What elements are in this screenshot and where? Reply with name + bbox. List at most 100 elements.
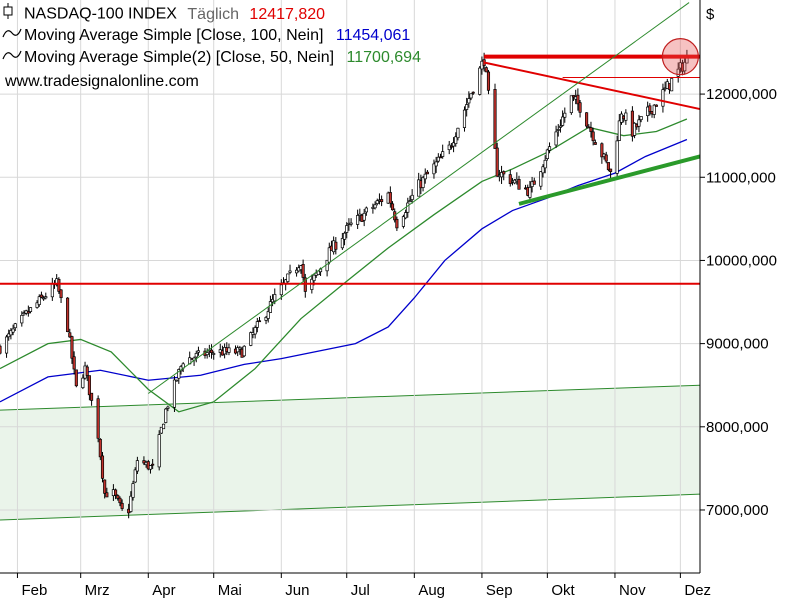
candle-body (266, 311, 270, 319)
candle-body (39, 294, 43, 298)
candle-body (517, 179, 521, 190)
candle-body (495, 147, 499, 177)
candle-body (44, 296, 48, 299)
y-tick-label: 7000,000 (706, 502, 769, 519)
candle-body (395, 218, 399, 229)
candle-body (532, 180, 536, 185)
candle-body (617, 120, 621, 141)
candle-body (556, 129, 560, 131)
candle-body (118, 497, 122, 504)
candle-body (380, 199, 384, 203)
candle-body (268, 301, 272, 313)
candle-body (196, 350, 200, 353)
candle-body (264, 317, 268, 321)
wave-icon (2, 47, 24, 69)
channel-lower-line (0, 493, 701, 521)
legend-instrument-row: NASDAQ-100 INDEX Täglich 12417,820 (2, 3, 421, 25)
candle-body (561, 116, 565, 126)
candle-body (236, 347, 240, 353)
candle-body (98, 438, 102, 458)
candle-body (253, 327, 257, 335)
candle-body (441, 151, 445, 157)
candle-body (114, 489, 118, 496)
x-tick-label: Apr (152, 582, 175, 599)
candle-body (356, 215, 360, 225)
candle-body (133, 469, 137, 483)
candle-body (279, 284, 283, 296)
candle-body (569, 95, 573, 114)
candle-body (438, 156, 443, 159)
y-tick-label: 9000,000 (706, 336, 769, 353)
candle-body (11, 328, 15, 333)
candlesticks (0, 49, 689, 519)
candle-body (591, 131, 595, 142)
candle-body (670, 78, 674, 92)
candle-body (486, 71, 491, 91)
candle-body (404, 212, 408, 219)
candle-body (68, 332, 72, 338)
candle-body (615, 140, 619, 174)
channel-upper-line (0, 384, 701, 411)
axes: 7000,000 8000,000 9000,000 10000,000 11000,0… (0, 0, 777, 599)
candle-body (340, 238, 344, 249)
candle-body (166, 406, 170, 409)
candle-body (609, 168, 613, 172)
candle-body (209, 349, 214, 353)
candle-body (146, 461, 150, 470)
candle-body (471, 91, 475, 94)
candle-body (449, 145, 453, 148)
x-tick-label: Feb (21, 582, 47, 599)
candle-body (543, 159, 547, 169)
trend-lines (0, 2, 701, 394)
candle-body (425, 171, 429, 175)
source-url: www.tradesignalonline.com (5, 73, 199, 90)
candle-body (508, 174, 512, 184)
candle-body (301, 264, 305, 278)
ma100-line (0, 138, 688, 403)
ma50-label: Moving Average Simple(2) [Close, 50, Nei… (24, 49, 335, 66)
highlight-circle (661, 38, 699, 76)
candle-body (478, 67, 482, 95)
candle-body (157, 434, 161, 468)
candle-body (96, 398, 100, 439)
candle-body (388, 192, 392, 204)
candle-body (249, 332, 253, 346)
candle-body (454, 136, 458, 144)
candle-body (541, 166, 545, 174)
last-value: 12417,820 (249, 5, 326, 23)
y-tick-label: 10000,000 (706, 252, 777, 269)
candle-body (50, 283, 54, 298)
wave-icon (2, 25, 24, 47)
candle-body (342, 232, 347, 240)
candle-body (406, 202, 410, 213)
x-tick-label: Mai (218, 582, 242, 599)
trend-line-descending-resistance (483, 61, 701, 111)
candle-body (162, 423, 166, 430)
legend-ma50-row: Moving Average Simple(2) [Close, 50, Nei… (2, 47, 421, 69)
candle-body (74, 369, 78, 387)
candle-body (205, 352, 209, 355)
candle-body (35, 302, 39, 308)
candle-body (175, 379, 179, 382)
candle-body (70, 336, 74, 359)
candle-body (227, 347, 231, 353)
candle-body (103, 479, 107, 494)
ma100-label: Moving Average Simple [Close, 100, Nein] (24, 27, 324, 44)
candle-body (90, 392, 94, 401)
candle-body (362, 212, 366, 221)
candlestick-icon (2, 3, 24, 26)
candle-body (42, 297, 46, 300)
candle-body (578, 102, 582, 113)
trend-line-rising-support (518, 154, 701, 206)
candle-body (105, 492, 109, 498)
candle-body (600, 143, 604, 158)
channel-fill (0, 385, 700, 520)
candle-body (358, 213, 362, 216)
candle-body (57, 278, 61, 292)
candle-body (661, 89, 665, 107)
candle-body (194, 353, 198, 358)
candle-body (334, 241, 338, 250)
candle-body (637, 119, 641, 127)
candle-body (401, 216, 405, 227)
